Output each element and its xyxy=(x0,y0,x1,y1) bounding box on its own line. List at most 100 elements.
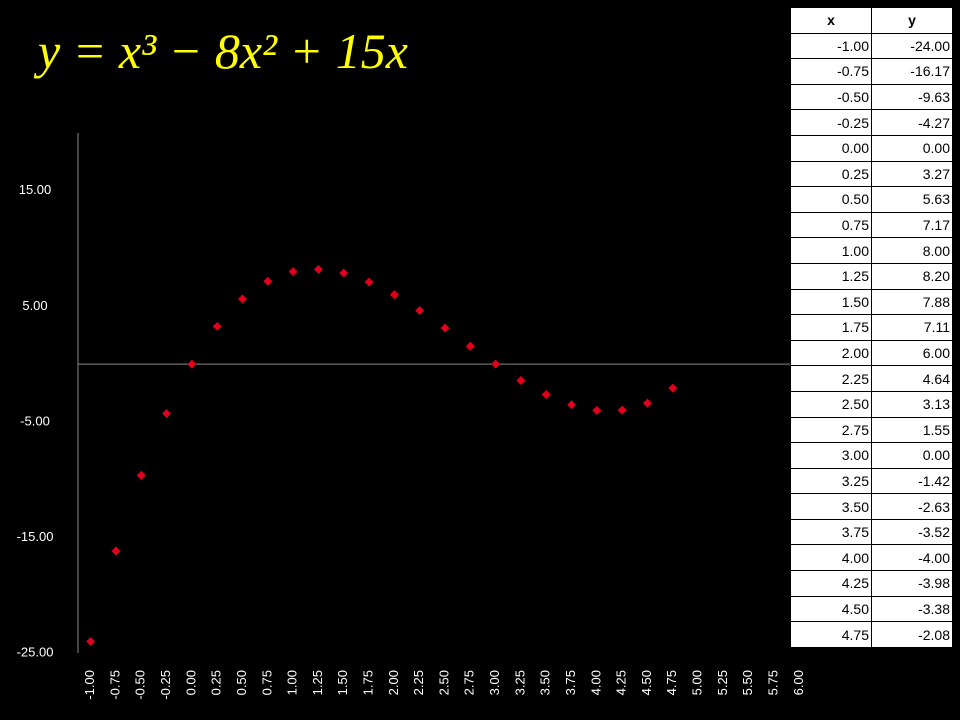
table-cell: 0.00 xyxy=(871,134,953,162)
table-cell: -2.63 xyxy=(871,493,953,520)
table-cell: 0.75 xyxy=(790,211,872,239)
table-cell: -3.98 xyxy=(871,570,953,597)
x-tick-label: 3.75 xyxy=(563,670,578,695)
x-tick-label: 1.00 xyxy=(285,670,300,695)
table-row: -1.00 -24.00 xyxy=(790,32,953,60)
table-cell: 0.00 xyxy=(871,442,953,469)
table-cell: 7.11 xyxy=(871,314,953,341)
table-row: -0.75 -16.17 xyxy=(790,58,953,85)
x-tick-label: -0.75 xyxy=(107,670,122,700)
x-tick-label: 3.50 xyxy=(538,670,553,695)
table-row: 2.75 1.55 xyxy=(790,416,953,444)
table-cell: 4.75 xyxy=(790,621,872,648)
table-row: 4.75 -2.08 xyxy=(790,621,953,648)
x-tick-label: 2.00 xyxy=(386,670,401,695)
table-row: 4.00 -4.00 xyxy=(790,544,953,572)
table-cell: 4.25 xyxy=(790,570,872,597)
table-cell: 8.00 xyxy=(871,237,953,264)
table-cell: 3.50 xyxy=(790,493,872,520)
table-cell: 4.64 xyxy=(871,365,953,392)
table-row: 2.00 6.00 xyxy=(790,339,953,367)
point xyxy=(415,305,425,315)
table-cell: 1.00 xyxy=(790,237,872,264)
table-cell: -2.08 xyxy=(871,621,953,648)
x-tick-label: 4.50 xyxy=(639,670,654,695)
x-tick-label: 0.75 xyxy=(259,670,274,695)
x-tick-label: 5.75 xyxy=(765,670,780,695)
table-row: 3.00 0.00 xyxy=(790,442,953,469)
y-tick-label: 15.00 xyxy=(19,182,52,197)
point xyxy=(86,636,96,646)
point xyxy=(668,383,678,393)
table-cell: -4.00 xyxy=(871,544,953,572)
table-cell: -24.00 xyxy=(871,32,953,60)
table-cell: 0.50 xyxy=(790,186,872,213)
point xyxy=(516,376,526,386)
x-tick-label: 1.25 xyxy=(310,670,325,695)
x-tick-label: 4.75 xyxy=(664,670,679,695)
chart-title: y = x³ − 8x² + 15x xyxy=(38,23,408,79)
x-tick-label: 5.25 xyxy=(715,670,730,695)
point xyxy=(288,267,298,277)
y-tick-label: 5.00 xyxy=(22,298,47,313)
point xyxy=(136,470,146,480)
point xyxy=(440,323,450,333)
x-tick-label: 3.00 xyxy=(487,670,502,695)
table-cell: 3.27 xyxy=(871,160,953,188)
table-row: 3.75 -3.52 xyxy=(790,518,953,546)
point xyxy=(238,294,248,304)
x-tick-label: 0.50 xyxy=(234,670,249,695)
table-cell: -3.38 xyxy=(871,595,953,623)
table-row: -0.50 -9.63 xyxy=(790,83,953,111)
point xyxy=(567,400,577,410)
table-cell: 1.25 xyxy=(790,262,872,290)
table-cell: 5.63 xyxy=(871,186,953,213)
table-row: 3.50 -2.63 xyxy=(790,493,953,520)
table-cell: 7.17 xyxy=(871,211,953,239)
table-row: 1.75 7.11 xyxy=(790,314,953,341)
point xyxy=(162,408,172,418)
table-cell: 4.00 xyxy=(790,544,872,572)
header-cell: x xyxy=(790,7,872,34)
point xyxy=(364,277,374,287)
table-cell: -16.17 xyxy=(871,58,953,85)
point xyxy=(187,359,197,369)
table-row: 0.25 3.27 xyxy=(790,160,953,188)
data-table: x y -1.00 -24.00 -0.75 -16.17 -0.50 -9.63 -0.25-… xyxy=(790,7,953,648)
table-cell: 8.20 xyxy=(871,262,953,290)
x-tick-label: 4.25 xyxy=(614,670,629,695)
table-cell: -9.63 xyxy=(871,83,953,111)
table-cell: -0.75 xyxy=(790,58,872,85)
table-cell: 3.75 xyxy=(790,518,872,546)
table-row: 1.25 8.20 xyxy=(790,262,953,290)
point xyxy=(263,276,273,286)
table-row: 2.25 4.64 xyxy=(790,365,953,392)
table-cell: -4.27 xyxy=(871,109,953,136)
point xyxy=(111,546,121,556)
table-cell: 1.55 xyxy=(871,416,953,444)
x-tick-label: 0.00 xyxy=(183,670,198,695)
table-cell: 0.25 xyxy=(790,160,872,188)
x-tick-label: -0.50 xyxy=(133,670,148,700)
table-row: 0.50 5.63 xyxy=(790,186,953,213)
point xyxy=(617,405,627,415)
table-cell: -0.25 xyxy=(790,109,872,136)
table-cell: 0.00 xyxy=(790,134,872,162)
table-row: 4.50 -3.38 xyxy=(790,595,953,623)
point xyxy=(491,359,501,369)
table-cell: 7.88 xyxy=(871,288,953,316)
x-tick-label: 2.75 xyxy=(462,670,477,695)
point xyxy=(212,321,222,331)
table-cell: -0.50 xyxy=(790,83,872,111)
x-tick-label: 1.50 xyxy=(335,670,350,695)
table-cell: -1.42 xyxy=(871,467,953,495)
table-cell: 4.50 xyxy=(790,595,872,623)
point xyxy=(642,398,652,408)
table-cell: 3.25 xyxy=(790,467,872,495)
table-row: 3.25 -1.42 xyxy=(790,467,953,495)
point xyxy=(313,264,323,274)
point xyxy=(389,290,399,300)
